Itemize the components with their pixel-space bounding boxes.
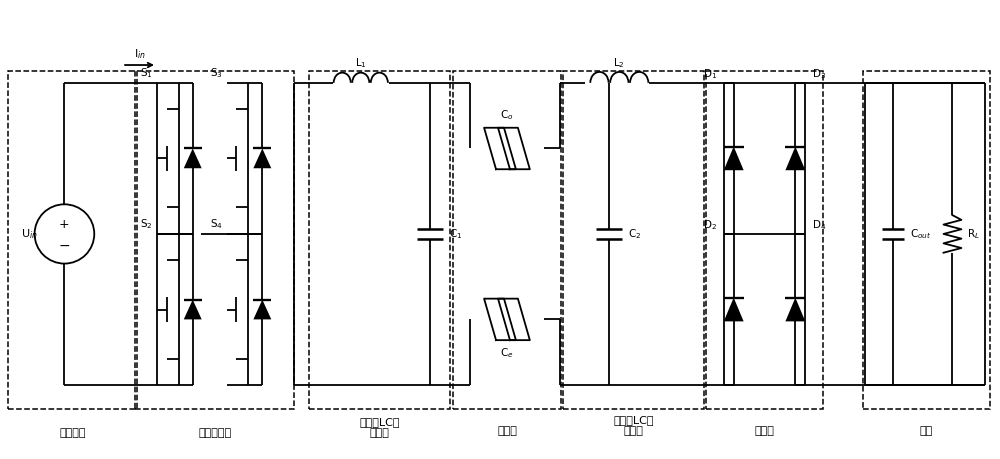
Text: C$_{out}$: C$_{out}$: [910, 227, 931, 241]
Text: C$_1$: C$_1$: [449, 227, 463, 241]
Polygon shape: [785, 146, 805, 170]
Text: C$_2$: C$_2$: [628, 227, 641, 241]
Text: 接收端LC补
偿网络: 接收端LC补 偿网络: [613, 415, 654, 437]
Text: I$_{in}$: I$_{in}$: [134, 47, 146, 61]
Bar: [135, 71, 294, 409]
Polygon shape: [253, 149, 271, 168]
Text: S$_3$: S$_3$: [210, 66, 223, 80]
Polygon shape: [184, 300, 202, 319]
Text: 发射端LC补
偿网络: 发射端LC补 偿网络: [359, 417, 400, 438]
Text: R$_L$: R$_L$: [967, 227, 980, 241]
Text: C$_e$: C$_e$: [500, 346, 514, 360]
Bar: [863, 71, 990, 409]
Polygon shape: [785, 298, 805, 321]
Text: C$_o$: C$_o$: [500, 108, 514, 122]
Text: 整流器: 整流器: [755, 426, 774, 437]
Text: 高频逆变器: 高频逆变器: [198, 428, 231, 438]
Text: D$_2$: D$_2$: [703, 218, 717, 232]
Text: L$_2$: L$_2$: [613, 56, 625, 70]
Bar: [706, 71, 823, 409]
Bar: [453, 71, 561, 409]
Bar: [563, 71, 704, 409]
Text: L$_1$: L$_1$: [355, 56, 367, 70]
Text: D$_1$: D$_1$: [703, 67, 717, 81]
Text: 直流电源: 直流电源: [59, 428, 86, 438]
Polygon shape: [184, 149, 202, 168]
Text: S$_2$: S$_2$: [140, 217, 153, 231]
Polygon shape: [724, 298, 744, 321]
Text: 耦合器: 耦合器: [497, 426, 517, 437]
Text: U$_{in}$: U$_{in}$: [21, 227, 38, 241]
Text: +: +: [59, 218, 70, 230]
Text: D$_3$: D$_3$: [812, 67, 826, 81]
Text: D$_4$: D$_4$: [812, 218, 827, 232]
Polygon shape: [253, 300, 271, 319]
Text: S$_4$: S$_4$: [210, 217, 223, 231]
Bar: [8, 71, 137, 409]
Polygon shape: [724, 146, 744, 170]
Text: S$_1$: S$_1$: [140, 66, 153, 80]
Text: 负载: 负载: [920, 426, 933, 437]
Bar: [309, 71, 450, 409]
Text: −: −: [59, 239, 70, 253]
